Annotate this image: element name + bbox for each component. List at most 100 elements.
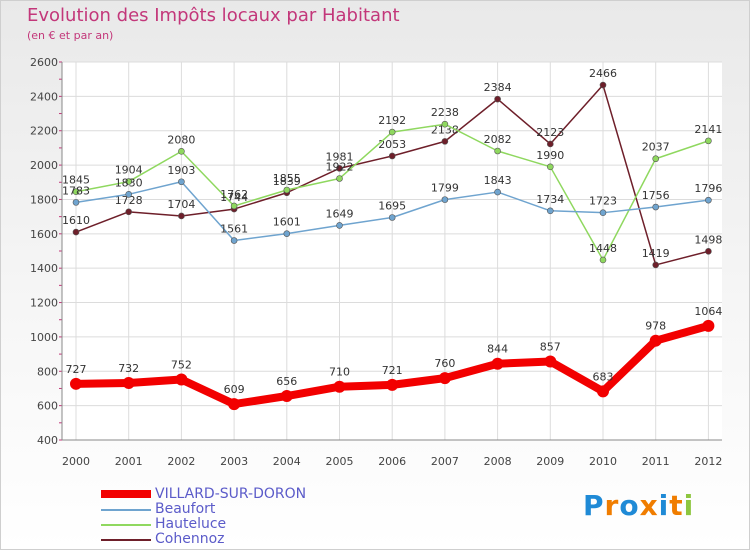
data-point-beaufort	[72, 199, 80, 206]
data-point-beaufort	[125, 191, 132, 198]
data-label-cohennoz: 2053	[378, 138, 406, 151]
data-label-cohennoz: 2123	[536, 126, 564, 139]
data-label-villard-sur-doron: 732	[118, 362, 139, 375]
data-point-villard-sur-doron	[438, 372, 451, 385]
data-label-hauteluce: 1845	[62, 174, 90, 187]
data-point-hauteluce	[652, 155, 660, 163]
data-point-hauteluce	[72, 188, 80, 196]
data-point-hauteluce	[441, 120, 449, 128]
data-label-villard-sur-doron: 609	[224, 383, 245, 396]
data-label-beaufort: 1843	[484, 174, 512, 187]
legend-swatch-villard	[101, 490, 151, 498]
data-point-hauteluce	[283, 186, 291, 194]
data-point-hauteluce	[546, 163, 554, 171]
data-label-cohennoz: 1728	[115, 194, 143, 207]
data-label-cohennoz: 2466	[589, 67, 617, 80]
data-point-hauteluce	[125, 178, 132, 185]
logo-letter: t	[669, 489, 684, 522]
data-label-cohennoz: 1839	[273, 175, 301, 188]
x-tick-label: 2005	[326, 455, 354, 468]
logo-letter: o	[619, 489, 640, 522]
data-point-villard-sur-doron	[70, 377, 82, 390]
data-label-villard-sur-doron: 844	[487, 343, 508, 356]
data-label-beaufort: 1601	[273, 216, 301, 229]
data-label-beaufort: 1723	[589, 195, 617, 208]
x-tick-label: 2009	[536, 455, 564, 468]
data-point-beaufort	[441, 196, 449, 203]
data-point-villard-sur-doron	[228, 398, 241, 411]
data-label-villard-sur-doron: 656	[276, 375, 297, 388]
logo-letter: i	[658, 489, 670, 522]
data-point-cohennoz	[441, 138, 449, 145]
data-point-beaufort	[230, 237, 238, 244]
data-label-beaufort: 1649	[326, 207, 354, 220]
legend: VILLARD-SUR-DORON Beaufort Hauteluce Coh…	[101, 486, 361, 547]
x-tick-label: 2001	[115, 455, 143, 468]
data-label-beaufort: 1783	[62, 184, 90, 197]
data-label-hauteluce: 2192	[378, 114, 406, 127]
data-point-cohennoz	[336, 165, 343, 172]
x-tick-label: 2006	[378, 455, 406, 468]
y-tick-label: 2200	[30, 125, 58, 138]
data-label-villard-sur-doron: 752	[171, 359, 192, 372]
data-point-beaufort	[494, 188, 501, 196]
data-label-hauteluce: 1990	[536, 149, 564, 162]
logo-letter: i	[683, 489, 695, 522]
data-label-villard-sur-doron: 727	[66, 363, 87, 376]
logo-letter: P	[583, 489, 605, 522]
data-point-beaufort	[652, 203, 660, 211]
data-point-cohennoz	[494, 95, 501, 103]
data-point-villard-sur-doron	[280, 390, 293, 403]
legend-swatch-cohennoz	[101, 539, 151, 541]
y-tick-label: 2400	[30, 90, 58, 103]
data-label-hauteluce: 1855	[273, 172, 301, 185]
data-label-cohennoz: 1981	[326, 150, 354, 163]
data-label-beaufort: 1903	[167, 164, 195, 177]
logo-letter: x	[639, 489, 659, 522]
data-label-beaufort: 1695	[378, 199, 406, 212]
x-tick-label: 2003	[220, 455, 248, 468]
data-point-villard-sur-doron	[175, 373, 188, 386]
data-label-cohennoz: 2138	[431, 123, 459, 136]
y-tick-label: 1000	[30, 331, 58, 344]
data-label-hauteluce: 1904	[115, 164, 143, 177]
chart-subtitle: (en € et par an)	[27, 29, 114, 42]
data-label-hauteluce: 2238	[431, 106, 459, 119]
y-tick-label: 400	[37, 434, 58, 447]
data-label-hauteluce: 2080	[167, 133, 195, 146]
legend-item-cohennoz: Cohennoz	[101, 531, 361, 547]
data-point-beaufort	[336, 222, 343, 229]
data-label-cohennoz: 1419	[642, 247, 670, 260]
data-point-villard-sur-doron	[597, 385, 609, 398]
legend-swatch-hauteluce	[101, 524, 151, 526]
data-point-villard-sur-doron	[333, 380, 346, 393]
y-tick-label: 600	[37, 400, 58, 413]
data-point-beaufort	[599, 209, 607, 216]
x-tick-label: 2004	[273, 455, 301, 468]
data-point-cohennoz	[72, 228, 80, 236]
x-tick-label: 2008	[484, 455, 512, 468]
data-point-cohennoz	[388, 152, 396, 160]
data-label-beaufort: 1561	[220, 223, 248, 236]
data-point-hauteluce	[230, 202, 238, 210]
y-tick-label: 1600	[30, 228, 58, 241]
data-label-hauteluce: 2141	[694, 123, 722, 136]
logo-letter: r	[604, 489, 620, 522]
data-point-hauteluce	[336, 175, 343, 182]
x-tick-label: 2007	[431, 455, 459, 468]
legend-label-cohennoz: Cohennoz	[155, 531, 225, 547]
legend-label-villard: VILLARD-SUR-DORON	[155, 486, 307, 502]
data-point-villard-sur-doron	[649, 334, 662, 347]
data-point-cohennoz	[125, 208, 132, 216]
data-label-villard-sur-doron: 710	[329, 366, 350, 379]
data-label-beaufort: 1799	[431, 182, 459, 195]
data-point-cohennoz	[178, 212, 185, 220]
y-tick-label: 1800	[30, 193, 58, 206]
y-tick-label: 2000	[30, 159, 58, 172]
x-tick-label: 2000	[62, 455, 90, 468]
data-point-hauteluce	[599, 256, 607, 264]
data-point-villard-sur-doron	[491, 357, 504, 370]
data-label-villard-sur-doron: 760	[434, 357, 455, 370]
data-point-beaufort	[178, 178, 185, 186]
